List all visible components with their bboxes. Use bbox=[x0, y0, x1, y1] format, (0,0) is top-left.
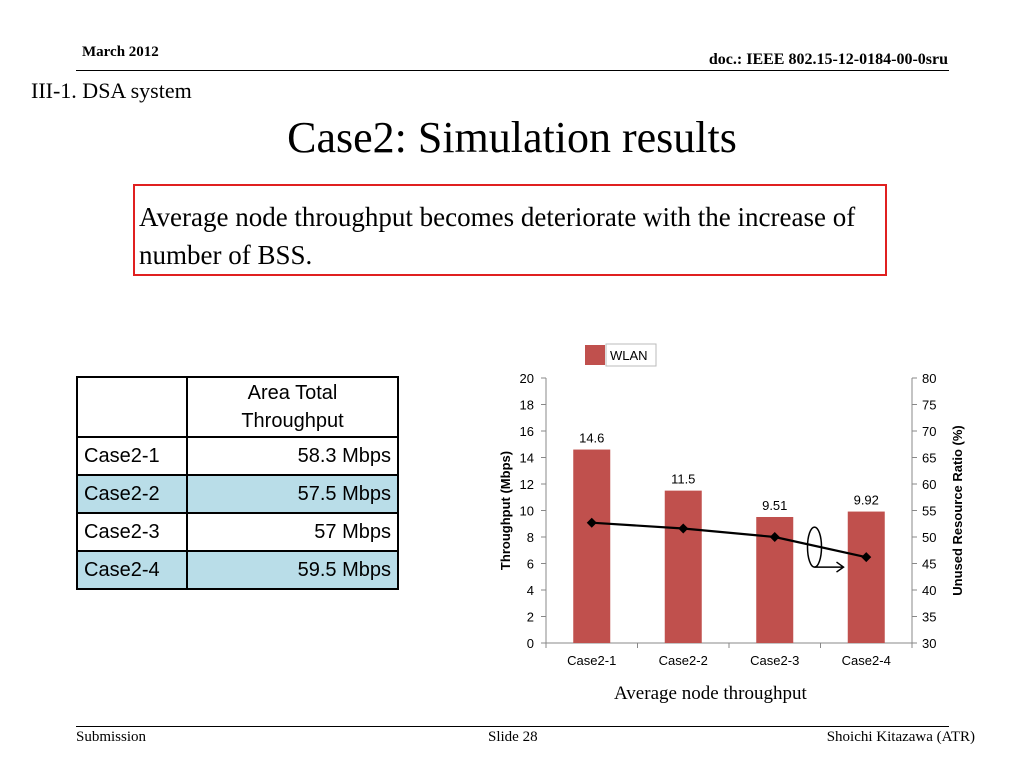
chart-caption: Average node throughput bbox=[614, 683, 807, 704]
bar-data-label: 9.51 bbox=[762, 498, 787, 513]
line-point bbox=[586, 517, 597, 528]
line-point bbox=[769, 532, 780, 542]
footer-author: Shoichi Kitazawa (ATR) bbox=[826, 729, 975, 745]
table-row: Case2-3 57 Mbps bbox=[76, 512, 399, 552]
table-cell-value: 57.5 Mbps bbox=[186, 474, 399, 514]
header-divider bbox=[76, 70, 949, 71]
y-axis-title: Throughput (Mbps) bbox=[498, 451, 513, 570]
footer-slide-number: Slide 28 bbox=[488, 729, 538, 745]
table-row: Case2-4 59.5 Mbps bbox=[76, 550, 399, 590]
callout-box: Average node throughput becomes deterior… bbox=[133, 184, 887, 276]
x-tick-label: Case2-2 bbox=[659, 653, 708, 668]
bar-data-label: 14.6 bbox=[579, 431, 604, 446]
line-point bbox=[861, 552, 872, 563]
table-cell-case: Case2-4 bbox=[76, 550, 188, 590]
y2-tick-label: 55 bbox=[922, 504, 936, 519]
y-tick-label: 10 bbox=[520, 504, 534, 519]
x-tick-label: Case2-1 bbox=[567, 653, 616, 668]
bar-data-label: 9.92 bbox=[854, 493, 879, 508]
table-cell-case: Case2-3 bbox=[76, 512, 188, 552]
table-cell-case: Case2-1 bbox=[76, 436, 188, 476]
footer-divider bbox=[76, 726, 949, 727]
unused-ratio-line bbox=[591, 521, 867, 559]
table-row: Case2-1 58.3 Mbps bbox=[76, 436, 399, 476]
table-row: Case2-2 57.5 Mbps bbox=[76, 474, 399, 514]
arrow-head-icon bbox=[836, 561, 845, 573]
y-tick-label: 8 bbox=[527, 530, 534, 545]
table-cell-value: 58.3 Mbps bbox=[186, 436, 399, 476]
y2-tick-label: 35 bbox=[922, 610, 936, 625]
table-header-empty bbox=[76, 376, 188, 438]
y-tick-label: 4 bbox=[527, 583, 534, 598]
y2-tick-label: 50 bbox=[922, 530, 936, 545]
y2-tick-label: 80 bbox=[922, 371, 936, 386]
y2-tick-label: 40 bbox=[922, 583, 936, 598]
bar bbox=[847, 511, 885, 643]
table-header-throughput: Area Total Throughput bbox=[186, 376, 399, 438]
header-doc-id: doc.: IEEE 802.15-12-0184-00-0sru bbox=[708, 51, 948, 68]
y-tick-label: 6 bbox=[527, 557, 534, 572]
y-tick-label: 2 bbox=[527, 610, 534, 625]
x-tick-label: Case2-4 bbox=[842, 653, 891, 668]
y2-tick-label: 70 bbox=[922, 424, 936, 439]
bar bbox=[573, 449, 611, 643]
callout-text: Average node throughput becomes deterior… bbox=[139, 202, 856, 270]
y-tick-label: 14 bbox=[520, 451, 534, 466]
table-cell-value: 57 Mbps bbox=[186, 512, 399, 552]
slide-title: Case2: Simulation results bbox=[287, 113, 737, 162]
table-cell-value: 59.5 Mbps bbox=[186, 550, 399, 590]
y2-tick-label: 45 bbox=[922, 557, 936, 572]
throughput-table: Area Total Throughput Case2-1 58.3 Mbps … bbox=[76, 376, 399, 590]
throughput-chart: 0 2 4 6 8 10 12 14 16 18 20 30 35 40 45 50 55 60 65 70 75 80 C… bbox=[498, 343, 965, 668]
y-tick-label: 12 bbox=[520, 477, 534, 492]
section-label: III-1. DSA system bbox=[31, 78, 192, 103]
table-header-row: Area Total Throughput bbox=[76, 376, 399, 438]
x-tick-label: Case2-3 bbox=[750, 653, 799, 668]
y-tick-label: 18 bbox=[520, 398, 534, 413]
bar-data-label: 11.5 bbox=[671, 472, 695, 487]
y2-axis-title: Unused Resource Ratio (%) bbox=[950, 425, 965, 595]
bar bbox=[664, 490, 702, 643]
legend-swatch bbox=[585, 345, 605, 365]
footer-submission: Submission bbox=[76, 729, 147, 745]
y2-tick-label: 60 bbox=[922, 477, 936, 492]
y2-tick-label: 30 bbox=[922, 636, 936, 651]
y-tick-label: 16 bbox=[520, 424, 534, 439]
table-cell-case: Case2-2 bbox=[76, 474, 188, 514]
legend-box bbox=[605, 343, 657, 367]
y2-tick-label: 65 bbox=[922, 451, 936, 466]
y-tick-label: 0 bbox=[527, 636, 534, 651]
header-date: March 2012 bbox=[82, 44, 159, 60]
line-point bbox=[678, 523, 689, 534]
y2-tick-label: 75 bbox=[922, 398, 936, 413]
y-tick-label: 20 bbox=[520, 371, 534, 386]
legend-label: WLAN bbox=[610, 348, 648, 363]
